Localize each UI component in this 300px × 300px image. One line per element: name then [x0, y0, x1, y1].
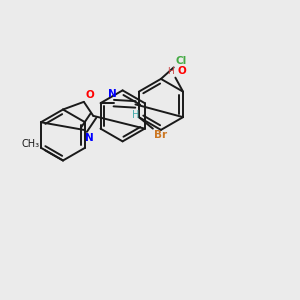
- Text: N: N: [85, 133, 94, 143]
- Text: CH₃: CH₃: [22, 139, 40, 149]
- Text: O: O: [178, 66, 187, 76]
- Text: Br: Br: [154, 130, 167, 140]
- Text: N: N: [108, 88, 117, 99]
- Text: H: H: [132, 110, 139, 120]
- Text: H: H: [167, 67, 174, 76]
- Text: Cl: Cl: [175, 56, 186, 66]
- Text: O: O: [85, 90, 94, 100]
